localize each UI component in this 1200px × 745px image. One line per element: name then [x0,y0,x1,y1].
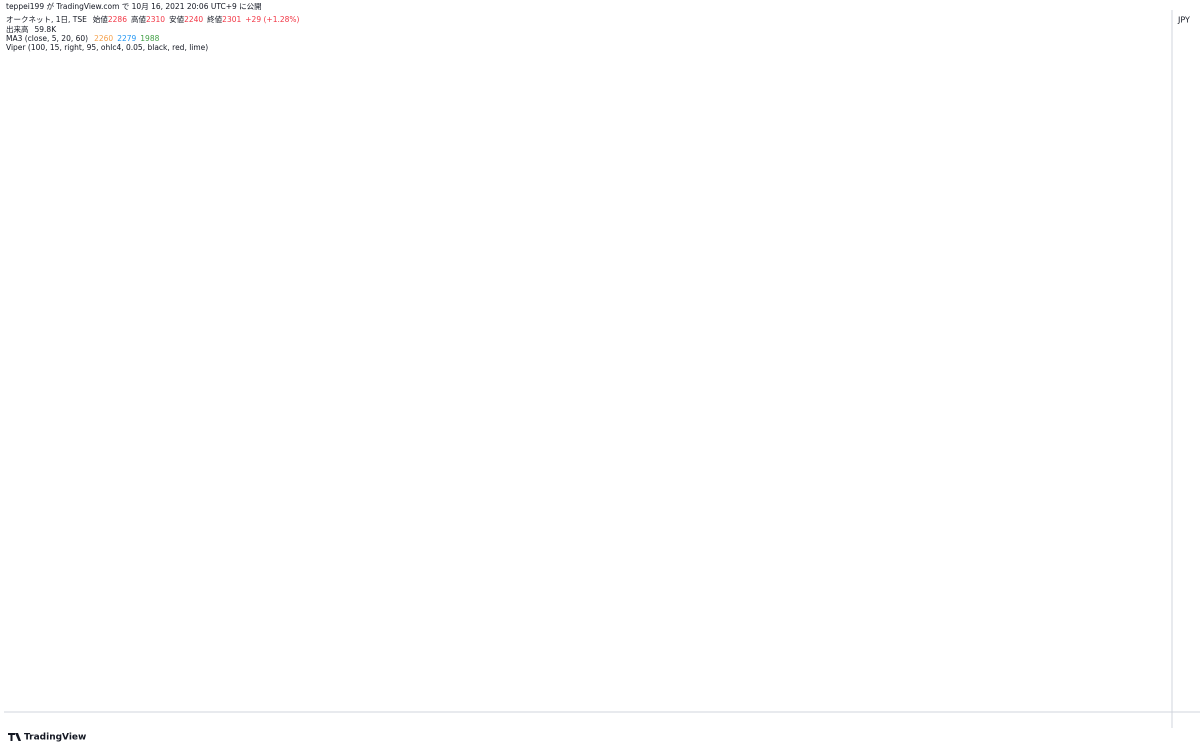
value: 2240 [184,15,203,24]
value: 59.8K [35,25,58,34]
logo-icon [8,733,21,741]
value: 1988 [140,34,159,43]
change: +29 (+1.28%) [245,15,299,24]
currency: JPY [1177,16,1190,25]
label: MA3 (close, 5, 20, 60) [6,34,88,43]
value: 2310 [146,15,165,24]
value: 2286 [108,15,127,24]
label: 出来高 [6,24,29,34]
label: 高値 [131,14,146,24]
legend-ohlc: オークネット, 1日, TSE 始値2286 高値2310 安値2240 終値2301 +… [6,14,300,24]
value: 2279 [117,34,136,43]
published: teppei199 が TradingView.com で 10月 16, 20… [6,1,262,11]
value: 2301 [222,15,241,24]
label: 安値 [169,14,184,24]
brand: TradingView [24,733,86,743]
label: 終値 [207,14,222,24]
legend-ma: MA3 (close, 5, 20, 60) 2260 2279 1988 [6,34,160,43]
value: 2260 [94,34,113,43]
label: 始値 [93,14,108,24]
legend-volume: 出来高 59.8K [6,24,57,34]
legend-viper: Viper (100, 15, right, 95, ohlc4, 0.05, … [6,43,208,52]
symbol: オークネット, 1日, TSE [6,15,87,24]
